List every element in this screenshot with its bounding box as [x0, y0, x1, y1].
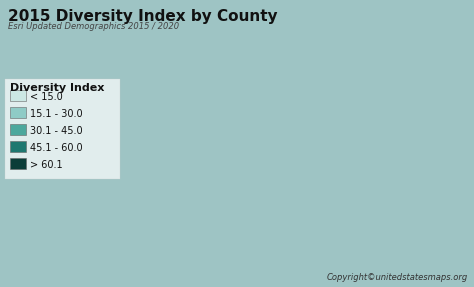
Bar — [10, 90, 26, 101]
Text: 45.1 - 60.0: 45.1 - 60.0 — [30, 143, 82, 153]
Bar — [10, 158, 26, 169]
Text: < 15.0: < 15.0 — [30, 92, 63, 102]
Text: 2015 Diversity Index by County: 2015 Diversity Index by County — [8, 9, 278, 24]
Text: 15.1 - 30.0: 15.1 - 30.0 — [30, 109, 82, 119]
Text: > 60.1: > 60.1 — [30, 160, 63, 170]
Bar — [10, 124, 26, 135]
Bar — [10, 107, 26, 118]
Text: Copyright©unitedstatesmaps.org: Copyright©unitedstatesmaps.org — [327, 273, 468, 282]
Text: 30.1 - 45.0: 30.1 - 45.0 — [30, 126, 82, 136]
Bar — [10, 141, 26, 152]
Text: Esri Updated Demographics 2015 / 2020: Esri Updated Demographics 2015 / 2020 — [8, 22, 179, 31]
Text: Diversity Index: Diversity Index — [10, 83, 104, 93]
Bar — [5, 79, 120, 179]
